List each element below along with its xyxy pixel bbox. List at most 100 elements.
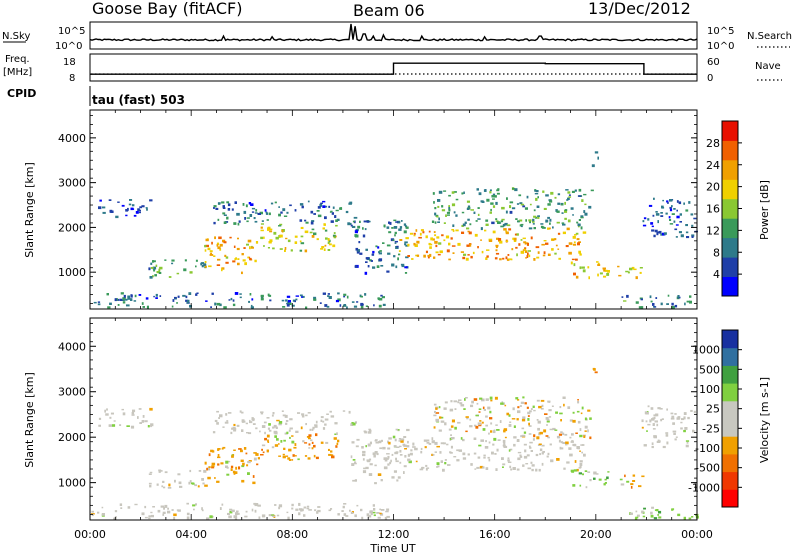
echo-cell [656, 423, 659, 427]
echo-cell [580, 226, 583, 230]
echo-cell [574, 234, 577, 236]
echo-cell [545, 435, 549, 437]
echo-cell [520, 435, 523, 438]
echo-cell [211, 465, 215, 467]
echo-cell [345, 210, 349, 214]
echo-cell [437, 205, 440, 208]
echo-cell [533, 215, 537, 218]
echo-cell [457, 242, 461, 246]
echo-cell [189, 271, 193, 274]
echo-cell [479, 465, 484, 469]
echo-cell [671, 306, 675, 309]
echo-cell [466, 200, 470, 203]
echo-cell [313, 444, 316, 448]
echo-cell [302, 295, 305, 298]
echo-cell [477, 213, 480, 216]
echo-cell [372, 511, 376, 514]
echo-cell [602, 267, 606, 270]
echo-cell [127, 295, 131, 299]
echo-cell [446, 214, 450, 216]
echo-cell [323, 248, 326, 251]
echo-cell [202, 482, 205, 485]
echo-cell [666, 303, 669, 305]
echo-cell [356, 249, 360, 252]
echo-cell [139, 206, 142, 209]
echo-cell [420, 229, 424, 232]
echo-cell [658, 516, 662, 519]
echo-cell [240, 459, 244, 462]
echo-cell [460, 404, 465, 407]
echo-cell [217, 218, 220, 221]
echo-cell [178, 481, 182, 485]
echo-cell [490, 422, 493, 425]
echo-cell [221, 503, 224, 506]
echo-cell [305, 423, 307, 426]
echo-cell [626, 480, 630, 483]
echo-cell [420, 447, 423, 450]
echo-cell [236, 247, 240, 251]
echo-cell [414, 447, 418, 451]
echo-cell [261, 448, 263, 451]
echo-cell [330, 415, 335, 418]
echo-cell [251, 508, 254, 512]
echo-cell [210, 252, 212, 255]
echo-cell [680, 418, 685, 421]
echo-cell [253, 457, 257, 461]
echo-cell [685, 231, 689, 234]
echo-cell [572, 243, 577, 246]
echo-cell [233, 423, 236, 426]
echo-cell [210, 306, 212, 308]
echo-cell [392, 435, 396, 439]
echo-cell [254, 220, 258, 223]
echo-cell [158, 469, 162, 472]
echo-cell [134, 503, 138, 506]
echo-cell [570, 469, 574, 472]
echo-cell [352, 422, 356, 426]
echo-cell [434, 410, 436, 414]
echo-cell [173, 516, 176, 520]
echo-cell [526, 195, 529, 199]
echo-cell [241, 419, 245, 422]
echo-cell [416, 254, 420, 257]
echo-cell [520, 203, 525, 206]
echo-cell [332, 234, 336, 237]
echo-cell [689, 300, 692, 304]
echo-cell [574, 460, 577, 463]
echo-cell [546, 455, 549, 458]
echo-cell [567, 191, 571, 194]
echo-cell [351, 225, 356, 228]
velocity-colorbar: Velocity [m s-1] 100050010025-25-100-500… [688, 329, 771, 508]
echo-cell [226, 466, 229, 469]
echo-cell [240, 449, 243, 453]
echo-cell [570, 261, 573, 265]
echo-cell [223, 241, 226, 244]
echo-cell [366, 459, 370, 462]
echo-cell [474, 424, 477, 427]
echo-cell [387, 447, 391, 450]
echo-cell [583, 210, 586, 213]
echo-cell [264, 437, 267, 441]
echo-cell [528, 422, 530, 426]
echo-cell [495, 218, 498, 221]
echo-cell [342, 410, 346, 412]
echo-cell [244, 515, 248, 518]
echo-cell [130, 294, 133, 296]
echo-cell [591, 164, 595, 168]
echo-cell [291, 435, 294, 437]
echo-cell [106, 408, 108, 411]
echo-cell [308, 447, 311, 449]
echo-cell [148, 515, 152, 518]
echo-cell [295, 430, 299, 433]
echo-cell [652, 303, 655, 306]
echo-cell [522, 464, 525, 467]
echo-cell [162, 511, 166, 514]
echo-cell [576, 468, 579, 472]
echo-cell [284, 432, 288, 435]
echo-cell [540, 407, 544, 410]
echo-cell [429, 243, 433, 246]
echo-cell [451, 229, 454, 231]
echo-cell [153, 295, 155, 298]
echo-cell [531, 468, 534, 472]
echo-cell [464, 397, 468, 399]
echo-cell [555, 244, 558, 247]
